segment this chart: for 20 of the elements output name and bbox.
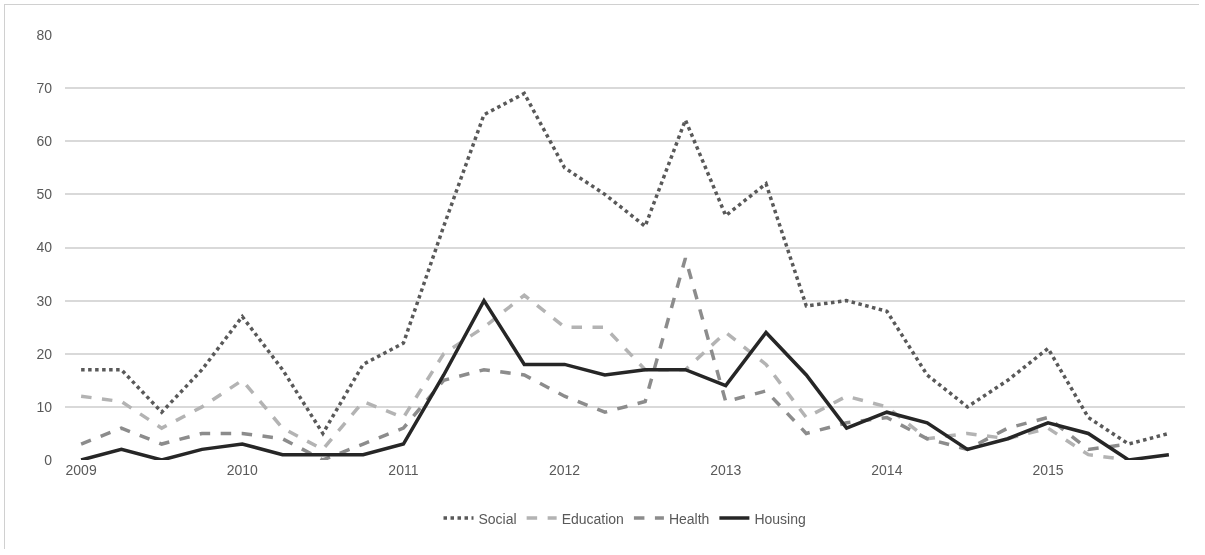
y-tick-label: 20 [36,345,53,362]
y-tick-label: 60 [36,133,53,150]
x-tick-label: 2009 [65,462,97,478]
y-tick-label: 10 [36,398,53,415]
y-tick-label: 70 [36,80,53,97]
y-tick-label: 0 [44,451,53,468]
x-tick-label: 2012 [548,462,581,478]
y-tick-label: 40 [36,239,53,256]
x-tick-label: 2010 [226,462,259,478]
legend-label: Social [478,510,517,527]
legend-label: Housing [754,510,806,527]
x-tick-label: 2014 [871,462,903,478]
legend-label: Health [668,510,710,527]
y-tick-label: 50 [36,186,53,203]
legend-label: Education [561,510,624,527]
y-tick-label: 30 [36,292,53,309]
x-tick-label: 2015 [1032,462,1064,478]
x-tick-label: 2011 [388,462,419,478]
x-tick-label: 2013 [710,462,742,478]
y-tick-label: 80 [36,26,53,43]
